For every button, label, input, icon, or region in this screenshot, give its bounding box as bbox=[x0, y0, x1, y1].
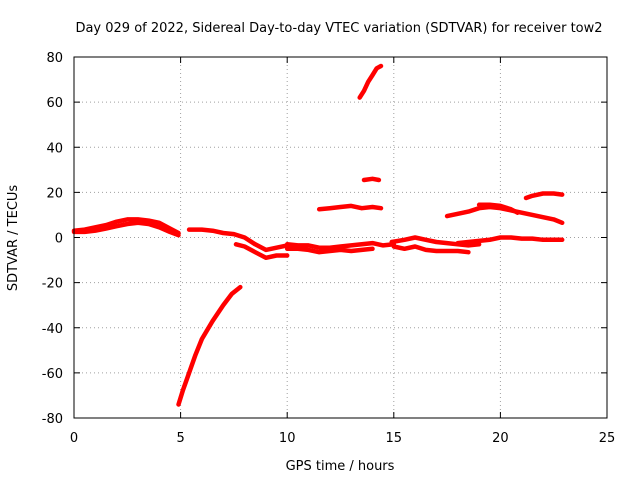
x-tick-label: 15 bbox=[386, 431, 403, 446]
series-track-midday bbox=[284, 240, 397, 250]
y-tick-label: 80 bbox=[46, 51, 63, 66]
y-tick-label: 0 bbox=[55, 232, 63, 247]
tick-marks bbox=[73, 56, 608, 419]
series-track-main-early bbox=[71, 217, 181, 236]
y-axis-label: SDTVAR / TECUs bbox=[6, 185, 21, 292]
plot-series bbox=[71, 63, 565, 407]
series-track-evening-low bbox=[455, 235, 565, 246]
series-track-morning-dip bbox=[233, 242, 290, 261]
series-track-evening-mid-b bbox=[476, 202, 520, 215]
x-tick-labels: 0 5 10 15 20 25 bbox=[70, 431, 615, 446]
y-tick-label: 20 bbox=[46, 186, 63, 201]
x-tick-label: 20 bbox=[492, 431, 509, 446]
y-tick-label: -20 bbox=[42, 277, 63, 292]
chart-title: Day 029 of 2022, Sidereal Day-to-day VTE… bbox=[75, 21, 602, 36]
x-tick-label: 0 bbox=[70, 431, 78, 446]
y-tick-labels: -80 -60 -40 -20 0 20 40 60 80 bbox=[42, 51, 63, 427]
series-track-short-26 bbox=[361, 176, 382, 183]
x-axis-label: GPS time / hours bbox=[286, 459, 395, 474]
x-tick-label: 10 bbox=[279, 431, 296, 446]
y-tick-label: -60 bbox=[42, 367, 63, 382]
series-track-rising bbox=[357, 63, 384, 100]
series-track-afternoon-b bbox=[391, 244, 471, 255]
x-tick-label: 25 bbox=[599, 431, 616, 446]
y-tick-label: -40 bbox=[42, 322, 63, 337]
y-tick-label: 60 bbox=[46, 96, 63, 111]
series-track-early-low bbox=[71, 220, 181, 238]
series-track-upper-mid bbox=[316, 203, 384, 212]
y-tick-label: -80 bbox=[42, 412, 63, 427]
x-tick-label: 5 bbox=[176, 431, 184, 446]
series-track-descending bbox=[176, 284, 243, 407]
series-track-morning bbox=[186, 227, 290, 253]
series-track-midday-low bbox=[284, 246, 375, 255]
y-tick-label: 40 bbox=[46, 141, 63, 156]
series-track-afternoon-a bbox=[389, 235, 482, 248]
series-track-evening-high bbox=[523, 191, 565, 201]
